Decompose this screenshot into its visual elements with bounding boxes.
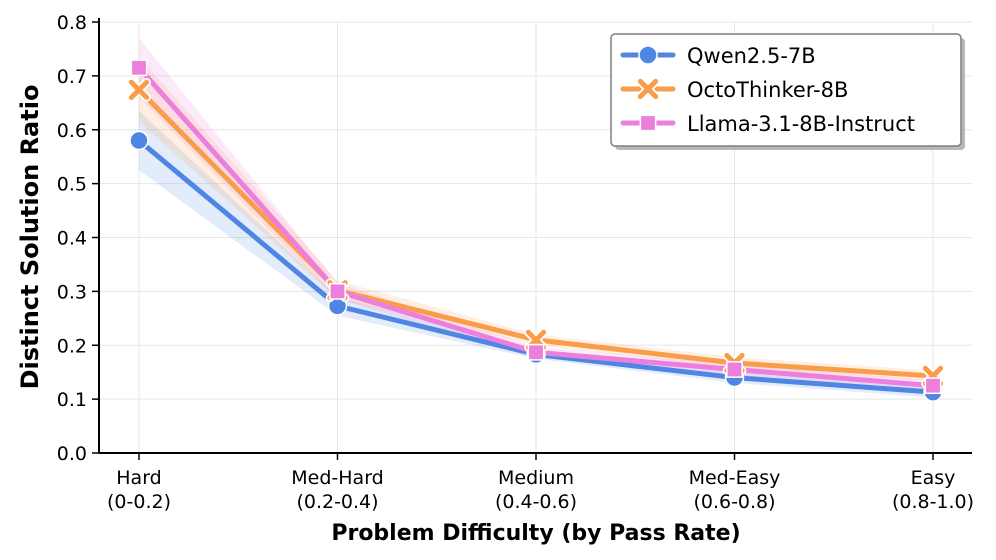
legend: Qwen2.5-7B OctoThinker-8B Llama-3.1-8B-Ins… <box>610 33 965 150</box>
y-tick-label: 0.5 <box>57 174 87 196</box>
y-tick-label: 0.7 <box>57 66 87 88</box>
x-axis-title: Problem Difficulty (by Pass Rate) <box>331 521 740 546</box>
x-tick-label: Easy <box>911 467 956 489</box>
x-tick-sublabel: (0.6-0.8) <box>693 491 775 513</box>
y-axis-title: Distinct Solution Ratio <box>16 85 44 390</box>
axes <box>92 18 972 460</box>
marker-x <box>637 78 659 100</box>
x-tick-sublabel: (0.4-0.6) <box>495 491 577 513</box>
legend-item: OctoThinker-8B <box>620 77 848 102</box>
data-point <box>129 130 149 151</box>
x-tick-label: Med-Easy <box>689 467 781 489</box>
y-tick-labels: 0.0 0.1 0.2 0.3 0.4 0.5 0.6 0.7 0.8 <box>57 12 87 465</box>
data-point <box>127 77 151 102</box>
x-tick-sublabel: (0.8-1.0) <box>892 491 974 513</box>
y-tick-label: 0.3 <box>57 281 87 303</box>
x-tick-sublabel: (0-0.2) <box>107 491 171 513</box>
marker-square <box>639 114 657 132</box>
marker-square <box>130 59 148 77</box>
x-tick-label: Hard <box>116 467 161 489</box>
marker-square <box>726 361 743 378</box>
data-point <box>130 59 148 77</box>
legend-item: Llama-3.1-8B-Instruct <box>620 112 915 136</box>
y-tick-label: 0.0 <box>57 443 87 465</box>
data-point <box>726 361 743 378</box>
marker-square <box>924 377 942 395</box>
x-tick-labels: Hard(0-0.2) Med-Hard(0.2-0.4) Medium(0.4-0… <box>107 467 974 513</box>
marker-circle <box>129 130 149 151</box>
y-tick-label: 0.8 <box>57 12 87 34</box>
legend-label: Llama-3.1-8B-Instruct <box>687 112 915 136</box>
marker-square <box>329 282 346 300</box>
y-tick-label: 0.6 <box>57 120 87 142</box>
series-markers <box>127 59 945 402</box>
marker-square <box>527 343 545 361</box>
x-tick-label: Medium <box>498 467 574 489</box>
legend-item: Qwen2.5-7B <box>620 44 816 68</box>
x-tick-label: Med-Hard <box>291 467 383 489</box>
y-tick-label: 0.2 <box>57 335 87 357</box>
data-point <box>527 343 545 361</box>
legend-label: Qwen2.5-7B <box>687 44 816 68</box>
marker-x <box>128 79 150 101</box>
legend-label: OctoThinker-8B <box>687 78 848 102</box>
x-tick-sublabel: (0.2-0.4) <box>296 491 378 513</box>
y-tick-label: 0.1 <box>57 389 87 411</box>
y-tick-label: 0.4 <box>57 228 87 250</box>
legend-box <box>610 33 962 147</box>
data-point <box>329 282 346 300</box>
marker-circle <box>638 45 658 65</box>
data-point <box>924 377 942 395</box>
